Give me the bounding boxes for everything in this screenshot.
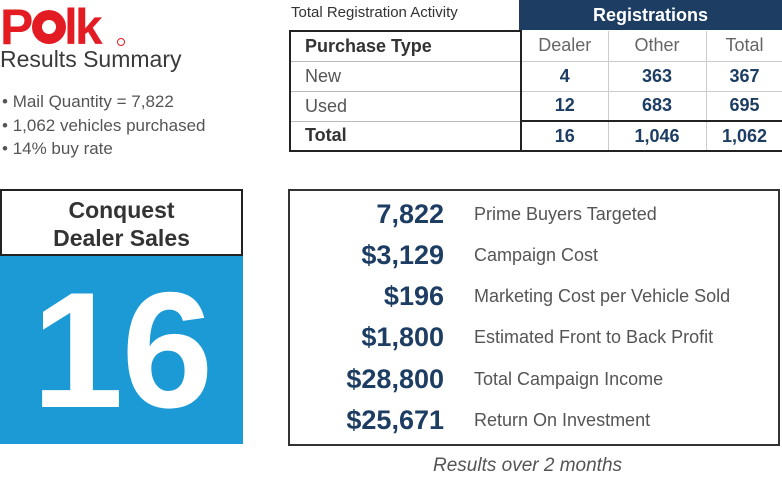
registrations-header: Registrations [519, 0, 782, 30]
metric-label: Return On Investment [474, 410, 651, 430]
metric-row: 7,822 Prime Buyers Targeted [290, 194, 778, 234]
summary-bullets: Mail Quantity = 7,822 1,062 vehicles pur… [2, 90, 206, 161]
row-other: 1,046 [607, 120, 706, 152]
conquest-label: Conquest Dealer Sales [0, 189, 243, 256]
metric-label: Marketing Cost per Vehicle Sold [474, 286, 731, 306]
row-other: 363 [607, 61, 706, 92]
row-total: 695 [705, 91, 782, 122]
row-dealer: 12 [520, 91, 608, 122]
metric-row: $196 Marketing Cost per Vehicle Sold [290, 276, 778, 316]
bullet-item: 1,062 vehicles purchased [2, 114, 206, 138]
table-header-row: Purchase Type Dealer Other Total [289, 30, 782, 62]
metric-row: $25,671 Return On Investment [290, 400, 778, 440]
conquest-label-line: Dealer Sales [53, 225, 190, 251]
registration-table: Purchase Type Dealer Other Total New 4 3… [289, 30, 782, 152]
polk-logo-icon: P lk [0, 2, 130, 50]
conquest-label-line: Conquest [68, 197, 175, 223]
row-other: 683 [607, 91, 706, 122]
row-type: New [289, 61, 522, 92]
metric-value: $196 [383, 281, 444, 311]
row-dealer: 4 [520, 61, 608, 92]
table-total-row: Total 16 1,046 1,062 [289, 120, 782, 152]
metric-row: $1,800 Estimated Front to Back Profit [290, 317, 778, 357]
row-type: Used [289, 91, 522, 122]
row-total: 367 [705, 61, 782, 92]
row-dealer: 16 [520, 120, 608, 152]
row-total: 1,062 [705, 120, 782, 152]
summary-title: Results Summary [0, 46, 182, 72]
svg-text:P: P [0, 2, 32, 50]
conquest-value: 16 [0, 256, 243, 444]
metric-row: $3,129 Campaign Cost [290, 235, 778, 275]
metric-value: $1,800 [361, 322, 444, 352]
metric-value: $3,129 [361, 240, 444, 270]
metric-value: 7,822 [376, 199, 444, 229]
table-caption: Total Registration Activity [291, 4, 458, 21]
footnote: Results over 2 months [433, 455, 623, 476]
bullet-item: Mail Quantity = 7,822 [2, 90, 205, 114]
metric-value: $25,671 [346, 405, 444, 435]
row-type: Total [289, 121, 522, 152]
metric-label: Campaign Cost [474, 245, 599, 265]
metric-value: $28,800 [346, 364, 444, 394]
metric-label: Estimated Front to Back Profit [474, 327, 714, 347]
metrics-box: 7,822 Prime Buyers Targeted $3,129 Campa… [288, 189, 780, 446]
table-row: New 4 363 367 [289, 61, 782, 92]
bullet-item: 14% buy rate [2, 137, 205, 161]
col-total: Total [705, 31, 782, 62]
col-other: Other [607, 31, 706, 62]
col-purchase-type: Purchase Type [289, 30, 522, 62]
svg-text:lk: lk [64, 2, 103, 50]
metric-label: Total Campaign Income [474, 369, 664, 389]
metric-label: Prime Buyers Targeted [474, 204, 657, 224]
metric-row: $28,800 Total Campaign Income [290, 359, 778, 399]
col-dealer: Dealer [520, 31, 608, 62]
table-row: Used 12 683 695 [289, 91, 782, 122]
